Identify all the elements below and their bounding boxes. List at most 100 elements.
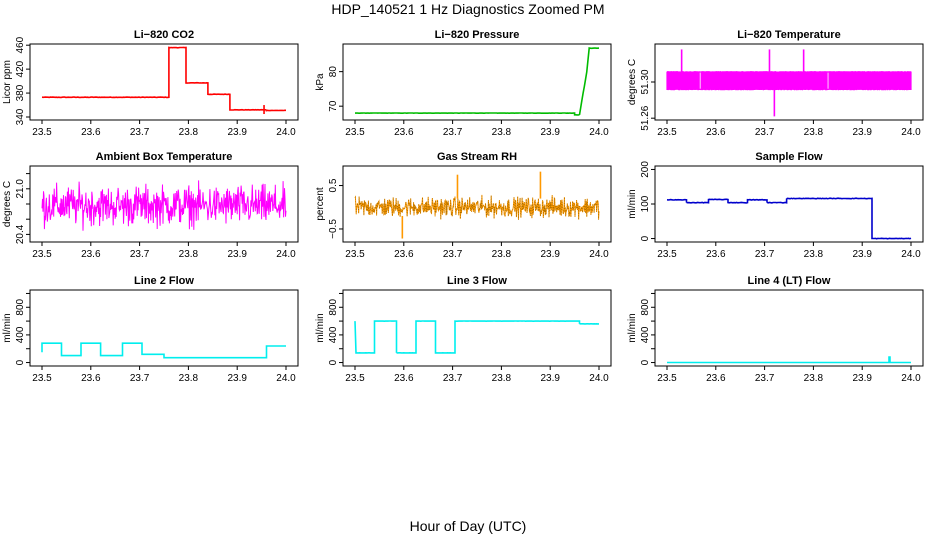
x-tick-label: 24.0 <box>589 373 609 384</box>
y-tick-label: 100 <box>640 195 651 212</box>
plot-frame <box>342 43 612 121</box>
x-tick-label: 23.5 <box>32 373 52 384</box>
series-line <box>41 180 287 231</box>
plot-area <box>41 46 286 115</box>
x-tick-label: 24.0 <box>276 249 296 260</box>
y-tick-label: 380 <box>15 84 26 101</box>
x-tick-label: 23.8 <box>804 249 824 260</box>
plot-area <box>667 356 911 364</box>
y-tick-label: 70 <box>328 100 339 112</box>
x-tick-label: 23.9 <box>227 373 247 384</box>
x-tick-label: 23.5 <box>32 127 52 138</box>
x-tick-label: 23.9 <box>540 127 560 138</box>
y-tick-label: 420 <box>15 60 26 77</box>
x-tick-label: 24.0 <box>901 373 921 384</box>
panel-title: Line 2 Flow <box>134 275 194 287</box>
x-tick-label: 23.8 <box>179 373 199 384</box>
x-tick-label: 23.8 <box>179 127 199 138</box>
x-tick-label: 23.9 <box>227 249 247 260</box>
y-axis-label: ml/min <box>315 313 326 342</box>
series-line <box>41 342 286 359</box>
x-tick-label: 23.6 <box>706 249 726 260</box>
y-axis-label: degrees C <box>627 59 638 105</box>
panel-8: Line 3 Flow ml/min 23.5 23.6 23.7 23.8 23.9 24.… <box>315 275 612 384</box>
x-tick-label: 23.8 <box>492 373 512 384</box>
plot-area <box>41 342 286 359</box>
y-tick-label: 0 <box>640 359 651 365</box>
x-tick-label: 23.6 <box>81 127 101 138</box>
x-tick-label: 23.6 <box>706 127 726 138</box>
plot-area <box>666 197 912 240</box>
plot-area <box>354 171 600 239</box>
x-tick-label: 23.7 <box>755 373 775 384</box>
x-tick-label: 23.9 <box>227 127 247 138</box>
x-tick-label: 24.0 <box>276 373 296 384</box>
y-tick-label: 400 <box>328 326 339 343</box>
x-tick-label: 24.0 <box>901 127 921 138</box>
x-tick-label: 24.0 <box>589 249 609 260</box>
series-line <box>666 197 912 240</box>
x-tick-label: 23.5 <box>32 249 52 260</box>
y-tick-label: 0.5 <box>328 178 339 192</box>
x-tick-label: 23.9 <box>852 249 872 260</box>
y-tick-label: 0 <box>328 359 339 365</box>
x-tick-label: 23.5 <box>657 127 677 138</box>
plot-frame <box>342 165 612 243</box>
x-tick-label: 23.6 <box>394 127 414 138</box>
x-tick-label: 23.5 <box>657 373 677 384</box>
panel-4: Ambient Box Temperature degrees C 23.5 23.6… <box>2 151 299 260</box>
panel-title: Line 3 Flow <box>447 275 507 287</box>
x-tick-label: 24.0 <box>901 249 921 260</box>
plot-area <box>41 180 287 231</box>
panel-3: Li−820 Temperature degrees C 23.5 23.6 23.7 2… <box>627 29 924 138</box>
x-tick-label: 23.6 <box>81 249 101 260</box>
y-tick-label: 800 <box>640 298 651 315</box>
y-tick-label: 80 <box>328 66 339 78</box>
plot-frame <box>654 289 924 367</box>
y-tick-label: 21.0 <box>15 179 26 199</box>
series-line <box>355 47 600 116</box>
y-axis-label: percent <box>315 187 326 221</box>
y-tick-label: 20.4 <box>15 224 26 244</box>
y-axis-label: Licor ppm <box>2 60 13 104</box>
plot-frame <box>29 43 299 121</box>
plot-frame <box>654 165 924 243</box>
y-axis-label: kPa <box>315 73 326 91</box>
panel-title: Ambient Box Temperature <box>96 151 233 163</box>
panel-6: Sample Flow ml/min 23.5 23.6 23.7 23.8 23.9 24.… <box>627 151 924 260</box>
panel-7: Line 2 Flow ml/min 23.5 23.6 23.7 23.8 23.9 24.… <box>2 275 299 384</box>
x-tick-label: 23.9 <box>852 127 872 138</box>
series-points <box>354 194 600 220</box>
x-tick-label: 23.7 <box>443 249 463 260</box>
plot-frame <box>342 289 612 367</box>
panel-2: Li−820 Pressure kPa 23.5 23.6 23.7 23.8 23.9 24… <box>315 29 612 138</box>
x-tick-label: 23.6 <box>81 373 101 384</box>
panel-title: Sample Flow <box>755 151 823 163</box>
x-tick-label: 23.8 <box>492 249 512 260</box>
y-tick-label: 51.30 <box>640 69 651 94</box>
y-axis-label: ml/min <box>627 313 638 342</box>
panel-title: Line 4 (LT) Flow <box>748 275 831 287</box>
y-axis-label: ml/min <box>2 313 13 342</box>
x-tick-label: 23.9 <box>540 373 560 384</box>
page-title: HDP_140521 1 Hz Diagnostics Zoomed PM <box>331 1 605 17</box>
panel-title: Li−820 CO2 <box>134 29 194 41</box>
x-tick-label: 23.7 <box>755 127 775 138</box>
y-tick-label: 460 <box>15 36 26 53</box>
x-tick-label: 23.7 <box>130 373 150 384</box>
plot-area <box>355 47 600 116</box>
panel-5: Gas Stream RH percent 23.5 23.6 23.7 23.8 23.9… <box>315 151 612 260</box>
x-tick-label: 23.5 <box>345 373 365 384</box>
y-tick-label: 800 <box>15 298 26 315</box>
y-tick-label: 400 <box>640 326 651 343</box>
x-tick-label: 24.0 <box>276 127 296 138</box>
x-tick-label: 23.8 <box>492 127 512 138</box>
x-axis-label: Hour of Day (UTC) <box>409 518 527 534</box>
y-tick-label: 200 <box>640 161 651 178</box>
x-tick-label: 23.9 <box>852 373 872 384</box>
y-tick-label: 0 <box>15 359 26 365</box>
series-line <box>667 356 911 364</box>
series-line <box>354 320 599 354</box>
x-tick-label: 24.0 <box>589 127 609 138</box>
x-tick-label: 23.6 <box>394 373 414 384</box>
